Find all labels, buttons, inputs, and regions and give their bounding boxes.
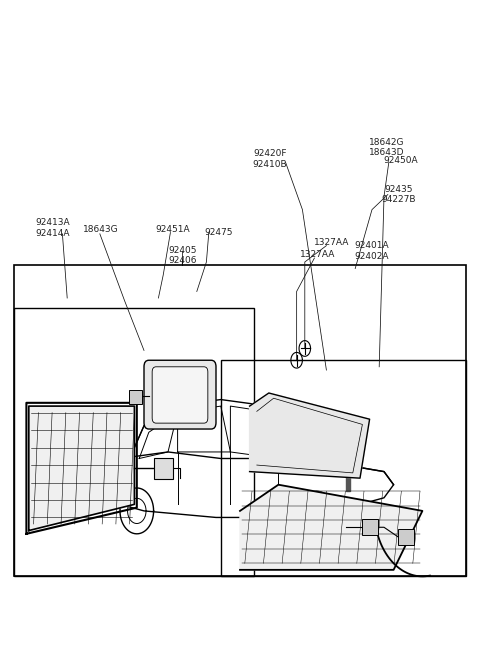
Polygon shape [346,472,350,491]
Text: 18642G
18643D: 18642G 18643D [369,138,404,157]
Bar [14,308,254,576]
Bar [362,519,378,535]
Polygon shape [240,485,422,570]
Bar [129,390,142,404]
Text: 92475: 92475 [204,228,233,237]
Text: 92413A
92414A: 92413A 92414A [36,218,70,238]
Text: 92435
94227B: 92435 94227B [381,185,416,204]
Bar [398,529,414,545]
FancyBboxPatch shape [144,360,216,429]
Text: 92451A: 92451A [156,225,190,234]
Bar [14,265,466,576]
Text: 1327AA: 1327AA [300,250,336,259]
Text: 92450A: 92450A [384,156,418,165]
Text: 92401A
92402A: 92401A 92402A [355,241,389,261]
Text: 18643G: 18643G [83,225,119,234]
Text: 92420F
92410B: 92420F 92410B [252,149,287,169]
FancyBboxPatch shape [152,367,208,423]
Polygon shape [250,393,370,478]
Text: 92405
92406: 92405 92406 [168,246,197,265]
Bar [221,360,466,576]
Polygon shape [29,406,134,531]
Text: 1327AA: 1327AA [313,238,349,247]
Bar [154,458,173,479]
